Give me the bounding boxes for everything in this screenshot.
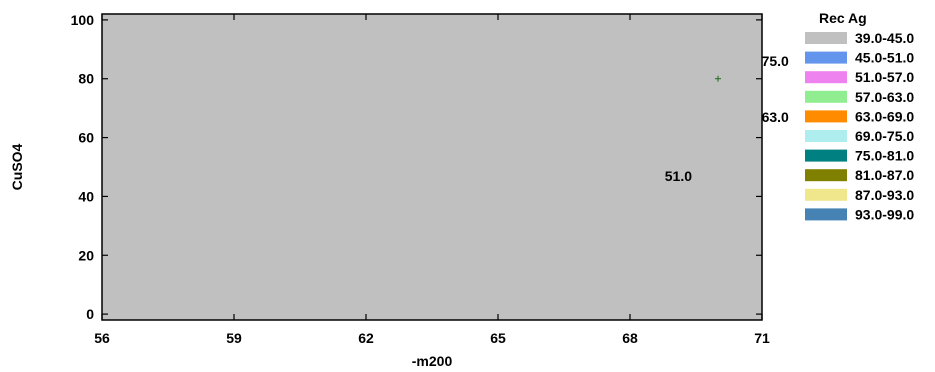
y-tick-label: 0 — [86, 306, 94, 322]
legend-swatch — [805, 32, 847, 44]
legend-label: 51.0-57.0 — [855, 69, 914, 85]
legend-label: 63.0-69.0 — [855, 108, 914, 124]
y-tick-label: 40 — [78, 188, 94, 204]
legend-entry: 51.0-57.0 — [805, 69, 914, 85]
legend-entry: 81.0-87.0 — [805, 167, 914, 183]
legend-label: 57.0-63.0 — [855, 89, 914, 105]
x-axis-label: -m200 — [412, 353, 453, 369]
y-tick-label: 80 — [78, 71, 94, 87]
legend-swatch — [805, 169, 847, 182]
legend-title: Rec Ag — [819, 10, 867, 26]
x-tick-label: 65 — [490, 330, 506, 346]
legend-label: 93.0-99.0 — [855, 206, 914, 222]
legend-swatch — [805, 71, 847, 84]
y-axis-label: CuSO4 — [9, 143, 25, 190]
contour-band-39.0-45.0 — [102, 14, 762, 320]
plot-frame — [101, 13, 763, 321]
y-axis: 0 20 40 60 80 100 — [71, 12, 762, 322]
legend-swatch — [805, 90, 847, 103]
legend-swatch — [805, 51, 847, 64]
y-tick-label: 100 — [71, 12, 95, 28]
legend-swatch — [805, 188, 847, 201]
x-tick-label: 59 — [226, 330, 242, 346]
contour-fill-bands — [102, 14, 762, 320]
x-axis: 56 59 62 65 68 71 — [94, 14, 770, 346]
legend-entry: 69.0-75.0 — [805, 128, 914, 144]
legend-entry: 57.0-63.0 — [805, 89, 914, 105]
legend-entries: 39.0-45.0 45.0-51.0 51.0-57.0 57.0-63.0 63.0… — [805, 30, 914, 222]
legend-label: 39.0-45.0 — [855, 30, 914, 46]
legend-entry: 93.0-99.0 — [805, 206, 914, 222]
legend-swatch — [805, 110, 847, 123]
y-tick-label: 20 — [78, 247, 94, 263]
legend-label: 75.0-81.0 — [855, 148, 914, 164]
legend-entry: 75.0-81.0 — [805, 148, 914, 164]
x-tick-label: 71 — [754, 330, 770, 346]
legend-entry: 63.0-69.0 — [805, 108, 914, 124]
contour-label: 63.0 — [762, 109, 789, 125]
legend-entry: 45.0-51.0 — [805, 50, 914, 66]
legend-entry: 87.0-93.0 — [805, 187, 914, 203]
contour-labels: 51.0 63.0 75.0 — [665, 53, 789, 184]
legend-swatch — [805, 149, 847, 162]
design-point-layer — [715, 75, 721, 82]
x-tick-label: 68 — [622, 330, 638, 346]
contour-label: 75.0 — [762, 53, 789, 69]
legend-label: 87.0-93.0 — [855, 187, 914, 203]
legend-label: 45.0-51.0 — [855, 50, 914, 66]
legend-label: 81.0-87.0 — [855, 167, 914, 183]
legend-label: 69.0-75.0 — [855, 128, 914, 144]
legend-swatch — [805, 208, 847, 221]
x-tick-label: 62 — [358, 330, 374, 346]
legend-entry: 39.0-45.0 — [805, 30, 914, 46]
contour-label: 51.0 — [665, 168, 692, 184]
y-tick-label: 60 — [78, 130, 94, 146]
legend-swatch — [805, 130, 847, 142]
x-tick-label: 56 — [94, 330, 110, 346]
legend: Rec Ag 39.0-45.0 45.0-51.0 51.0-57.0 57.0-6… — [805, 10, 914, 222]
